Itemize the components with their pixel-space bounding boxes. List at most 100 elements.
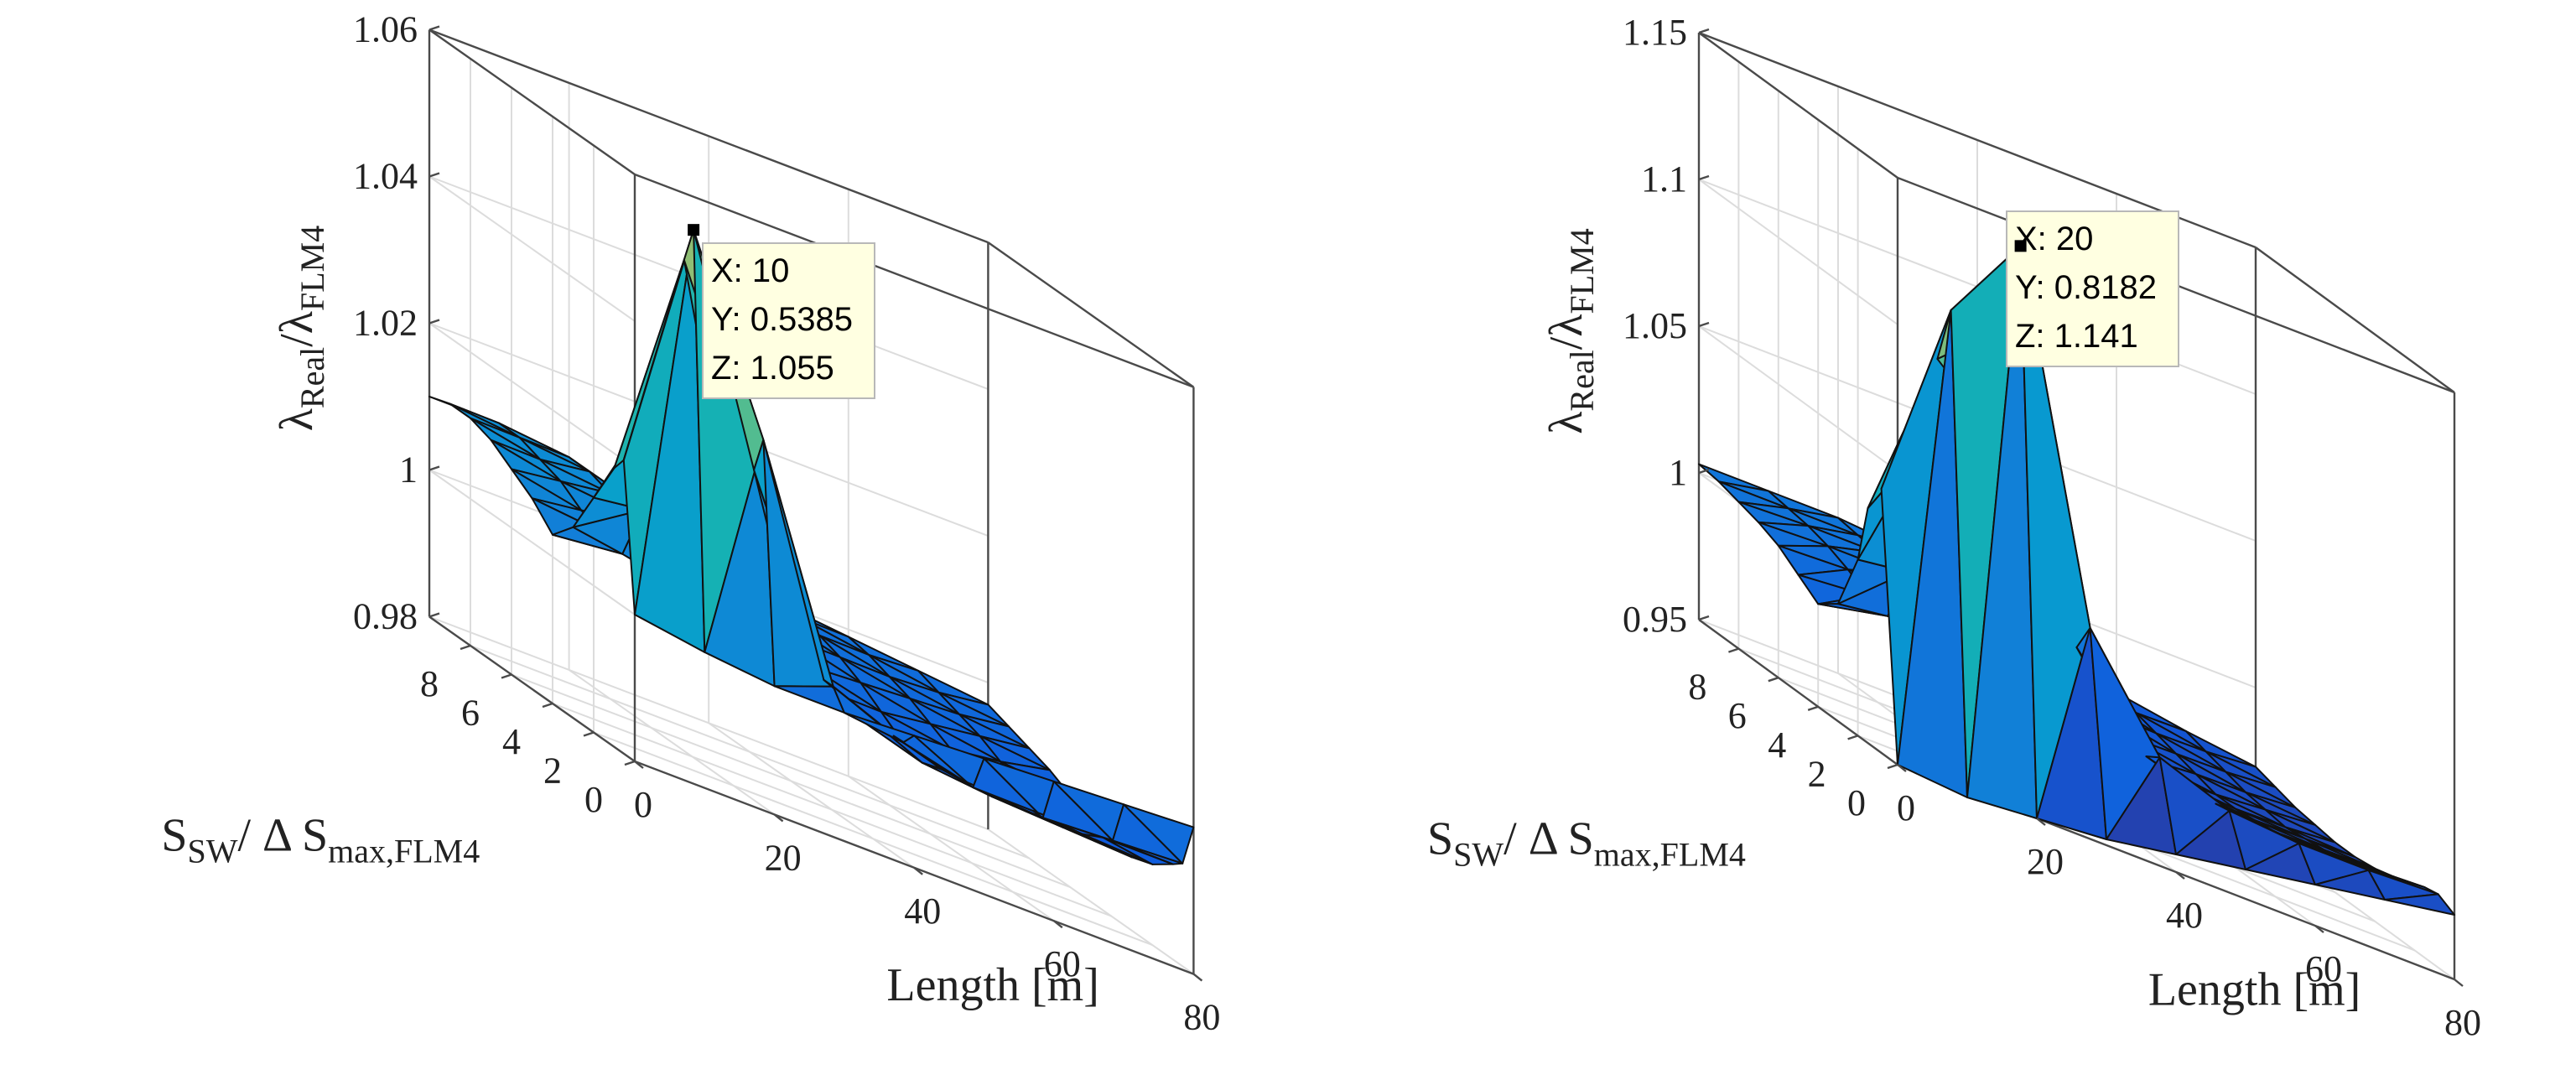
x-tick-label: 0 bbox=[634, 784, 652, 825]
y-tick bbox=[1768, 677, 1779, 683]
gridline bbox=[593, 731, 1153, 947]
z-tick-label: 1.15 bbox=[1623, 12, 1687, 53]
grid bbox=[1698, 32, 2455, 980]
gridline bbox=[428, 322, 636, 469]
y-tick-label: 6 bbox=[461, 693, 480, 734]
z-tick bbox=[1698, 615, 1710, 621]
gridline bbox=[708, 722, 915, 869]
y-tick bbox=[1887, 763, 1898, 770]
surface-facet bbox=[773, 685, 845, 714]
x-tick-label: 80 bbox=[2444, 1002, 2481, 1043]
x-tick-label: 60 bbox=[1044, 943, 1081, 984]
data-tip[interactable]: X: 10 Y: 0.5385 Z: 1.055 bbox=[688, 224, 875, 399]
x-tick bbox=[1897, 764, 1907, 772]
y-tick-label: 6 bbox=[1728, 695, 1747, 736]
data-tip-box bbox=[2006, 210, 2179, 367]
z-tick-label: 1.05 bbox=[1623, 305, 1687, 346]
gridline bbox=[569, 669, 776, 816]
x-tick-label: 40 bbox=[904, 890, 941, 932]
z-tick bbox=[428, 612, 440, 618]
y-tick-label: 0 bbox=[1847, 782, 1866, 823]
z-tick-label: 1.06 bbox=[353, 9, 418, 50]
surface-facet bbox=[2384, 893, 2455, 916]
y-tick-label: 2 bbox=[543, 750, 562, 792]
y-tick bbox=[1847, 735, 1858, 740]
gridline bbox=[848, 775, 1055, 922]
gridline bbox=[511, 673, 1071, 889]
gridline bbox=[552, 703, 1112, 917]
y-axis-label: SSW/ Δ Smax,FLM4 bbox=[161, 810, 480, 870]
x-tick bbox=[773, 813, 784, 823]
box-edge bbox=[428, 615, 636, 762]
x-tick bbox=[2454, 979, 2464, 987]
z-tick bbox=[428, 25, 440, 31]
y-tick-label: 4 bbox=[502, 721, 521, 762]
data-tip-line: Y: 0.8182 bbox=[2015, 269, 2157, 306]
z-tick bbox=[428, 319, 440, 325]
y-tick bbox=[542, 702, 553, 709]
axes-box bbox=[1697, 31, 2456, 981]
data-tip-line: Z: 1.141 bbox=[2015, 318, 2138, 355]
surface-facet bbox=[1111, 839, 1184, 865]
x-tick bbox=[2175, 871, 2185, 880]
x-tick-label: 40 bbox=[2166, 895, 2203, 936]
y-tick-label: 2 bbox=[1808, 753, 1826, 794]
z-tick-label: 0.98 bbox=[353, 596, 418, 637]
z-tick bbox=[1698, 321, 1710, 328]
x-tick bbox=[1192, 973, 1203, 982]
x-tick bbox=[2314, 925, 2324, 933]
x-tick-label: 20 bbox=[765, 837, 802, 878]
y-tick-label: 0 bbox=[584, 779, 603, 820]
data-tip[interactable]: X: 20 Y: 0.8182 Z: 1.141 bbox=[2006, 210, 2179, 367]
y-tick-label: 8 bbox=[420, 663, 439, 704]
data-tip-line: X: 20 bbox=[2015, 221, 2093, 257]
x-tick bbox=[1053, 920, 1063, 929]
gridline bbox=[428, 469, 636, 615]
x-tick bbox=[913, 866, 923, 875]
box-edge bbox=[428, 29, 989, 244]
z-tick-label: 0.95 bbox=[1623, 599, 1687, 640]
y-tick bbox=[460, 644, 471, 651]
box-edge bbox=[987, 241, 1195, 388]
box-edge bbox=[634, 173, 1194, 388]
gridline bbox=[987, 828, 1194, 975]
x-tick-label: 80 bbox=[1183, 997, 1220, 1038]
y-tick-label: 8 bbox=[1688, 667, 1706, 708]
z-tick bbox=[428, 172, 440, 178]
x-axis-label: Length [m] bbox=[886, 959, 1098, 1011]
y-tick bbox=[1807, 705, 1819, 711]
data-tip-marker[interactable] bbox=[2014, 240, 2027, 252]
x-tick-label: 0 bbox=[1897, 787, 1915, 828]
x-axis-label: Length [m] bbox=[2148, 963, 2360, 1015]
gridline bbox=[1698, 179, 1898, 325]
box-edge bbox=[1698, 32, 1898, 179]
z-tick bbox=[1698, 468, 1710, 475]
box-edge bbox=[1698, 619, 1898, 766]
y-tick bbox=[583, 731, 595, 737]
z-tick bbox=[1698, 28, 1710, 34]
gridline bbox=[470, 645, 1030, 859]
z-axis-label: λReal/λFLM4 bbox=[1540, 228, 1601, 434]
gridline bbox=[1698, 325, 1898, 472]
z-tick-label: 1.02 bbox=[353, 303, 418, 344]
box-edge bbox=[428, 29, 636, 175]
gridline bbox=[428, 175, 636, 322]
data-tip-line: X: 10 bbox=[711, 252, 789, 289]
data-tip-line: Z: 1.055 bbox=[711, 350, 834, 387]
data-tip-line: Y: 0.5385 bbox=[711, 301, 853, 338]
z-tick bbox=[1698, 174, 1710, 181]
z-axis-label: λReal/λFLM4 bbox=[271, 226, 331, 431]
data-tip-marker[interactable] bbox=[688, 224, 700, 236]
y-tick bbox=[1728, 647, 1739, 653]
y-tick-label: 4 bbox=[1768, 724, 1786, 766]
x-tick bbox=[2036, 818, 2046, 826]
x-tick-label: 20 bbox=[2027, 841, 2064, 882]
z-tick-label: 1 bbox=[1669, 452, 1687, 493]
y-tick bbox=[624, 760, 636, 766]
z-tick-label: 1.1 bbox=[1641, 158, 1687, 200]
z-tick bbox=[428, 465, 440, 471]
